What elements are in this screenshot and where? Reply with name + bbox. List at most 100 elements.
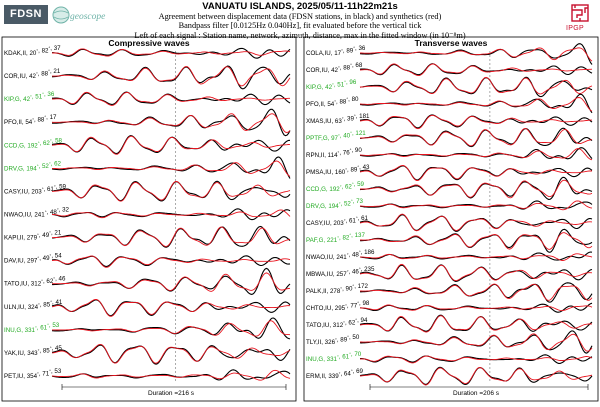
station-label: KIP,G, 42°, 51°, 36 bbox=[4, 91, 55, 103]
station-label: TATO,IU, 312°, 62°, 94 bbox=[306, 317, 368, 329]
station-label: PFO,II, 54°, 88°, 17 bbox=[4, 114, 57, 126]
synthetic-trace bbox=[359, 213, 593, 232]
panel-transverse: Transverse waves COLA,IU, 17°, 89°, 36 COR… bbox=[303, 36, 599, 402]
synthetic-trace bbox=[359, 263, 593, 282]
data-trace bbox=[359, 165, 593, 181]
geoscope-globe-icon bbox=[52, 6, 70, 24]
data-trace bbox=[359, 76, 593, 98]
station-label: RPN,II, 114°, 76°, 90 bbox=[306, 147, 362, 159]
data-trace bbox=[359, 200, 593, 210]
station-label: KDAK,II, 20°, 82°, 37 bbox=[4, 45, 61, 57]
synthetic-trace bbox=[51, 299, 291, 317]
data-trace bbox=[51, 208, 291, 221]
station-label: ERM,II, 339°, 64°, 69 bbox=[306, 368, 364, 380]
data-trace bbox=[51, 369, 291, 381]
station-label: ULN,IU, 324°, 85°, 41 bbox=[4, 299, 63, 311]
station-label: COR,IU, 42°, 88°, 68 bbox=[306, 62, 363, 74]
synthetic-trace bbox=[359, 97, 593, 112]
station-label: PFO,II, 54°, 88°, 80 bbox=[306, 96, 359, 108]
station-label: CASY,IU, 203°, 61°, 59 bbox=[4, 183, 67, 195]
station-label: KAPI,II, 279°, 49°, 21 bbox=[4, 230, 62, 242]
synthetic-trace bbox=[51, 343, 291, 364]
station-label: INU,G, 331°, 61°, 53 bbox=[4, 322, 60, 334]
station-label: CHTO,IU, 295°, 77°, 98 bbox=[306, 300, 370, 312]
synthetic-trace bbox=[360, 76, 593, 95]
subtitle-legend: Left of each signal : Station name, netw… bbox=[134, 31, 466, 40]
station-label: DRV,G, 194°, 52°, 62 bbox=[4, 160, 62, 172]
synthetic-trace bbox=[51, 91, 290, 106]
synthetic-trace bbox=[360, 283, 593, 301]
synthetic-trace bbox=[359, 165, 592, 181]
ipgp-logo-text: IPGP bbox=[566, 25, 584, 32]
panel-frame bbox=[1, 36, 297, 402]
station-label: COLA,IU, 17°, 89°, 36 bbox=[306, 45, 366, 57]
synthetic-trace bbox=[52, 226, 291, 247]
subtitle-agreement: Agreement between displacement data (FDS… bbox=[158, 12, 442, 21]
synthetic-trace bbox=[360, 179, 593, 199]
synthetic-trace bbox=[360, 333, 593, 352]
synthetic-trace bbox=[359, 355, 593, 364]
data-trace bbox=[52, 108, 291, 137]
station-label: NWAO,IU, 241°, 48°, 186 bbox=[306, 249, 375, 261]
data-trace bbox=[51, 65, 291, 90]
synthetic-trace bbox=[359, 315, 593, 333]
station-label: XMAS,IU, 63°, 39°, 181 bbox=[306, 113, 370, 125]
station-label: PET,IU, 354°, 71°, 53 bbox=[4, 368, 62, 380]
panel-compressive: Compressive waves KDAK,II, 20°, 82°, 37 CO… bbox=[1, 36, 297, 402]
synthetic-trace bbox=[51, 135, 291, 155]
data-trace bbox=[359, 302, 593, 313]
station-label: CASY,IU, 203°, 61°, 61 bbox=[306, 215, 369, 227]
synthetic-trace bbox=[359, 200, 593, 211]
synthetic-trace bbox=[359, 114, 592, 130]
station-label: PALK,II, 278°, 90°, 172 bbox=[306, 283, 369, 295]
synthetic-trace bbox=[52, 66, 291, 87]
synthetic-trace bbox=[52, 272, 291, 292]
station-label: TATO,IU, 312°, 62°, 46 bbox=[4, 276, 66, 288]
synthetic-trace bbox=[360, 47, 593, 62]
page-title: VANUATU ISLANDS, 2025/05/11-11h22m21s bbox=[202, 1, 398, 12]
synthetic-trace bbox=[359, 367, 593, 386]
panel-frame bbox=[303, 36, 599, 402]
station-label: PMSA,IU, 160°, 89°, 43 bbox=[306, 164, 370, 176]
data-trace bbox=[52, 267, 291, 295]
station-label: NWAO,IU, 241°, 48°, 32 bbox=[4, 207, 70, 219]
synthetic-trace bbox=[51, 113, 291, 133]
synthetic-trace bbox=[360, 128, 593, 147]
fdsn-logo: FDSN bbox=[4, 5, 48, 24]
subtitle-filter: Bandpass filter [0.0125Hz 0.040Hz], fit … bbox=[178, 21, 422, 30]
panel-title: Transverse waves bbox=[415, 38, 488, 48]
station-label: KIP,G, 42°, 51°, 96 bbox=[306, 79, 357, 91]
synthetic-trace bbox=[359, 63, 593, 77]
station-label: DAV,IU, 297°, 49°, 54 bbox=[4, 253, 62, 265]
geoscope-logo: geoscope bbox=[52, 4, 124, 26]
synthetic-trace bbox=[51, 255, 291, 268]
synthetic-trace bbox=[52, 320, 291, 337]
data-trace bbox=[359, 251, 593, 261]
station-label: COR,IU, 42°, 88°, 21 bbox=[4, 68, 61, 80]
station-label: YAK,IU, 343°, 85°, 45 bbox=[4, 345, 62, 357]
station-label: PPTF,G, 97°, 40°, 121 bbox=[306, 130, 366, 142]
station-label: CCD,G, 192°, 62°, 59 bbox=[306, 181, 365, 193]
data-trace bbox=[51, 299, 291, 317]
geoscope-logo-text: geoscope bbox=[70, 12, 106, 22]
ipgp-logo-icon bbox=[571, 4, 589, 22]
panel-title: Compressive waves bbox=[108, 38, 190, 48]
station-label: MBWA,IU, 257°, 46°, 235 bbox=[306, 266, 375, 278]
synthetic-trace bbox=[360, 232, 593, 250]
synthetic-trace bbox=[52, 160, 291, 177]
synthetic-trace bbox=[51, 181, 291, 202]
data-trace bbox=[360, 228, 593, 253]
synthetic-trace bbox=[52, 48, 291, 57]
data-trace bbox=[359, 214, 593, 232]
station-label: INU,G, 331°, 61°, 70 bbox=[306, 351, 362, 363]
station-label: DRV,G, 194°, 52°, 73 bbox=[306, 198, 364, 210]
station-label: TLY,II, 326°, 89°, 50 bbox=[306, 334, 360, 346]
duration-label: Duration =216 s bbox=[148, 390, 195, 397]
synthetic-trace bbox=[52, 209, 291, 219]
data-trace bbox=[51, 344, 291, 365]
duration-label: Duration =206 s bbox=[453, 390, 500, 397]
synthetic-trace bbox=[359, 148, 593, 161]
station-label: PAF,G, 221°, 82°, 137 bbox=[306, 232, 365, 244]
synthetic-trace bbox=[360, 304, 593, 312]
